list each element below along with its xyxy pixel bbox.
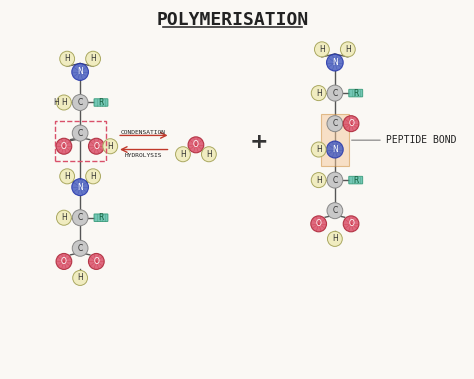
Text: O: O	[348, 119, 354, 128]
Text: N: N	[77, 67, 83, 77]
Text: O: O	[93, 257, 99, 266]
Text: HYDROLYSIS: HYDROLYSIS	[125, 153, 162, 158]
Circle shape	[188, 137, 204, 153]
Circle shape	[89, 254, 104, 269]
Text: R: R	[98, 213, 104, 222]
Circle shape	[72, 125, 88, 141]
Text: H: H	[316, 89, 321, 98]
Text: H: H	[53, 98, 59, 107]
Text: N: N	[332, 145, 338, 154]
Circle shape	[201, 147, 216, 162]
Circle shape	[60, 51, 74, 66]
Text: C: C	[332, 175, 337, 185]
Circle shape	[327, 54, 343, 71]
Circle shape	[86, 51, 100, 66]
Text: CONDENSATION: CONDENSATION	[121, 130, 166, 135]
Circle shape	[60, 169, 74, 184]
Circle shape	[328, 231, 342, 246]
Text: N: N	[77, 183, 83, 192]
Text: H: H	[316, 145, 321, 154]
Text: H: H	[332, 234, 338, 243]
Text: H: H	[64, 172, 70, 181]
Text: H: H	[77, 273, 83, 282]
Text: C: C	[78, 213, 83, 222]
Text: O: O	[61, 257, 67, 266]
Circle shape	[311, 172, 326, 188]
Circle shape	[311, 216, 327, 232]
Circle shape	[175, 147, 191, 162]
Text: R: R	[353, 89, 358, 98]
Text: H: H	[90, 54, 96, 63]
Text: C: C	[78, 128, 83, 138]
Text: O: O	[61, 142, 67, 151]
Text: C: C	[332, 89, 337, 98]
Circle shape	[73, 270, 88, 285]
FancyBboxPatch shape	[349, 176, 363, 184]
Text: R: R	[98, 98, 104, 107]
Circle shape	[56, 138, 72, 154]
Circle shape	[327, 116, 343, 132]
Text: C: C	[78, 98, 83, 107]
Circle shape	[72, 94, 88, 111]
Circle shape	[56, 210, 71, 225]
Text: +: +	[249, 133, 268, 152]
Text: H: H	[316, 175, 321, 185]
Circle shape	[56, 95, 71, 110]
Circle shape	[327, 172, 343, 188]
Circle shape	[311, 142, 326, 157]
Circle shape	[56, 254, 72, 269]
Text: H: H	[107, 142, 113, 151]
Circle shape	[72, 179, 89, 196]
Text: C: C	[78, 244, 83, 253]
Text: C: C	[332, 206, 337, 215]
Text: H: H	[61, 213, 67, 222]
Text: PEPTIDE BOND: PEPTIDE BOND	[352, 135, 456, 145]
Circle shape	[311, 86, 326, 100]
Circle shape	[72, 210, 88, 226]
Text: H: H	[206, 150, 212, 159]
Circle shape	[343, 216, 359, 232]
Text: R: R	[353, 175, 358, 185]
Circle shape	[327, 203, 343, 219]
Circle shape	[314, 42, 329, 57]
Text: O: O	[193, 140, 199, 149]
Text: H: H	[64, 54, 70, 63]
Text: H: H	[319, 45, 325, 54]
Circle shape	[86, 169, 100, 184]
Text: H: H	[180, 150, 186, 159]
FancyBboxPatch shape	[349, 89, 363, 97]
Circle shape	[327, 85, 343, 101]
Text: H: H	[61, 98, 67, 107]
Text: H: H	[345, 45, 351, 54]
Circle shape	[340, 42, 355, 57]
Text: O: O	[93, 142, 99, 151]
Circle shape	[327, 141, 343, 158]
FancyBboxPatch shape	[94, 99, 108, 106]
Text: C: C	[332, 119, 337, 128]
Circle shape	[72, 63, 89, 80]
Circle shape	[343, 116, 359, 132]
Text: H: H	[90, 172, 96, 181]
Text: O: O	[316, 219, 321, 228]
FancyBboxPatch shape	[321, 114, 349, 166]
Text: POLYMERISATION: POLYMERISATION	[157, 11, 309, 29]
Circle shape	[103, 139, 118, 154]
Circle shape	[89, 138, 104, 154]
Text: O: O	[348, 219, 354, 228]
FancyBboxPatch shape	[94, 214, 108, 221]
Text: N: N	[332, 58, 338, 67]
Circle shape	[72, 240, 88, 256]
